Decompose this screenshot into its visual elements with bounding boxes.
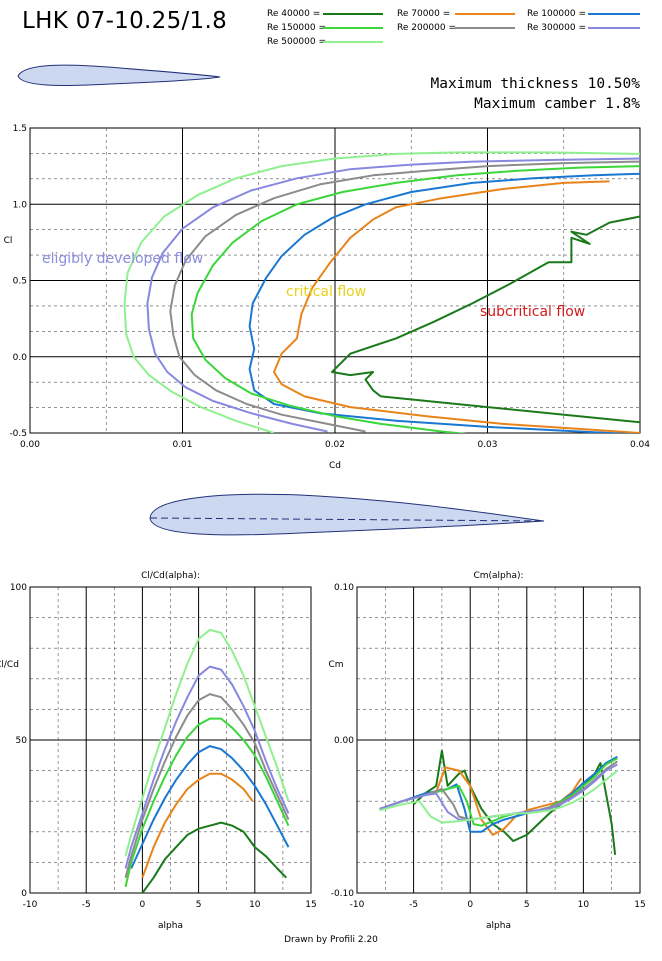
x-tick-label: 0: [140, 900, 146, 910]
x-tick-label: 5: [524, 900, 530, 910]
x-tick-label: 0.00: [20, 440, 40, 450]
x-tick-label: 0.04: [630, 440, 650, 450]
y-tick-label: 100: [10, 583, 27, 593]
series-line-re100000: [248, 172, 640, 433]
max-camber-text: Maximum camber 1.8%: [474, 96, 640, 112]
x-tick-label: 0: [467, 900, 473, 910]
x-axis-label: Cd: [329, 461, 341, 471]
airfoil-title: LHK 07-10.25/1.8: [22, 8, 228, 34]
series-line-re300000: [146, 157, 640, 433]
x-tick-label: 15: [305, 900, 316, 910]
series-line-re40000: [331, 215, 640, 424]
series-line-re100000: [130, 745, 290, 869]
footer-credit: Drawn by Profili 2.20: [284, 935, 378, 945]
legend: Re 40000 = Re 150000 = Re 500000 = Re 70…: [0, 0, 662, 50]
series-line-re300000: [124, 665, 290, 869]
x-tick-label: -5: [82, 900, 91, 910]
y-tick-label: 0.5: [13, 277, 27, 287]
y-tick-label: -0.10: [331, 889, 355, 899]
y-axis-label: Cm: [328, 660, 343, 670]
y-tick-label: 0.10: [334, 583, 354, 593]
series-line-re40000: [141, 821, 288, 893]
x-tick-label: -10: [350, 900, 365, 910]
x-axis-label: alpha: [158, 921, 183, 931]
legend-label-re70000: Re 70000 =: [397, 9, 451, 19]
series-line-re40000: [412, 749, 617, 855]
y-tick-label: 1.5: [13, 124, 27, 134]
y-axis-label: Cl: [4, 236, 13, 246]
y-tick-label: -0.5: [9, 429, 27, 439]
annotation-fully-developed: eligibly developed flow: [42, 251, 203, 267]
series-line-re150000: [124, 717, 290, 888]
x-tick-label: 5: [196, 900, 202, 910]
plot-frame: [29, 127, 641, 434]
series-group: [123, 151, 640, 433]
legend-swatch-re200000: [455, 27, 515, 29]
x-tick-label: -10: [23, 900, 38, 910]
series-line-re70000: [273, 180, 640, 433]
legend-label-re200000: Re 200000 =: [397, 23, 457, 33]
legend-label-re150000: Re 150000 =: [267, 23, 327, 33]
airfoil-thumbnail: [17, 64, 221, 86]
chart-title: Cm(alpha):: [473, 571, 523, 581]
annotation-critical: critical flow: [286, 284, 366, 300]
max-thickness-text: Maximum thickness 10.50%: [430, 76, 640, 92]
y-tick-label: 0.00: [334, 736, 354, 746]
x-axis-label: alpha: [486, 921, 511, 931]
legend-swatch-re40000: [323, 13, 383, 15]
x-tick-label: 10: [249, 900, 261, 910]
series-line-re500000: [379, 769, 619, 824]
legend-swatch-re500000: [323, 41, 383, 43]
legend-label-re40000: Re 40000 =: [267, 9, 321, 19]
series-line-re500000: [123, 151, 640, 433]
series-group: [124, 628, 290, 893]
y-axis-label: Cl/Cd: [0, 660, 19, 670]
airfoil-info: Maximum thickness 10.50% Maximum camber …: [430, 74, 640, 114]
y-tick-label: 1.0: [13, 200, 28, 210]
x-tick-label: 0.03: [477, 440, 497, 450]
cm-alpha-chart: -10 -5 0 5 10 15 -0.10 0.00 0.10 alpha Cm Cm(alpha)…: [328, 571, 645, 931]
legend-label-re300000: Re 300000 =: [527, 23, 587, 33]
y-tick-label: 0.0: [13, 353, 28, 363]
legend-swatch-re150000: [323, 27, 383, 29]
annotation-subcritical: subcritical flow: [480, 304, 585, 320]
airfoil-profile: [149, 493, 545, 536]
legend-label-re500000: Re 500000 =: [267, 37, 327, 47]
x-tick-label: 0.02: [325, 440, 345, 450]
x-tick-label: 15: [634, 900, 645, 910]
legend-label-re100000: Re 100000 =: [527, 9, 587, 19]
series-line-re200000: [124, 693, 290, 878]
x-tick-label: -5: [409, 900, 418, 910]
legend-swatch-re300000: [588, 27, 640, 29]
y-tick-label: 50: [16, 736, 28, 746]
chart-title: Cl/Cd(alpha):: [141, 571, 200, 581]
x-tick-label: 10: [578, 900, 590, 910]
series-line-re500000: [124, 628, 290, 857]
polar-chart: 0.00 0.01 0.02 0.03 0.04 -0.5 0.0 0.5 1.0 1.5 Cd Cl: [4, 124, 651, 471]
legend-swatch-re70000: [455, 13, 515, 15]
x-tick-label: 0.01: [172, 440, 192, 450]
legend-swatch-re100000: [588, 13, 640, 15]
plot-frame: [356, 586, 641, 894]
y-tick-label: 0: [21, 889, 27, 899]
series-line-re200000: [169, 160, 640, 433]
series-line-re150000: [190, 165, 640, 433]
clcd-alpha-chart: -10 -5 0 5 10 15 0 50 100 alpha Cl/Cd Cl/Cd(alpha):: [0, 571, 317, 931]
plot-frame: [29, 586, 312, 894]
series-group: [379, 749, 619, 855]
series-line-re70000: [141, 772, 254, 879]
